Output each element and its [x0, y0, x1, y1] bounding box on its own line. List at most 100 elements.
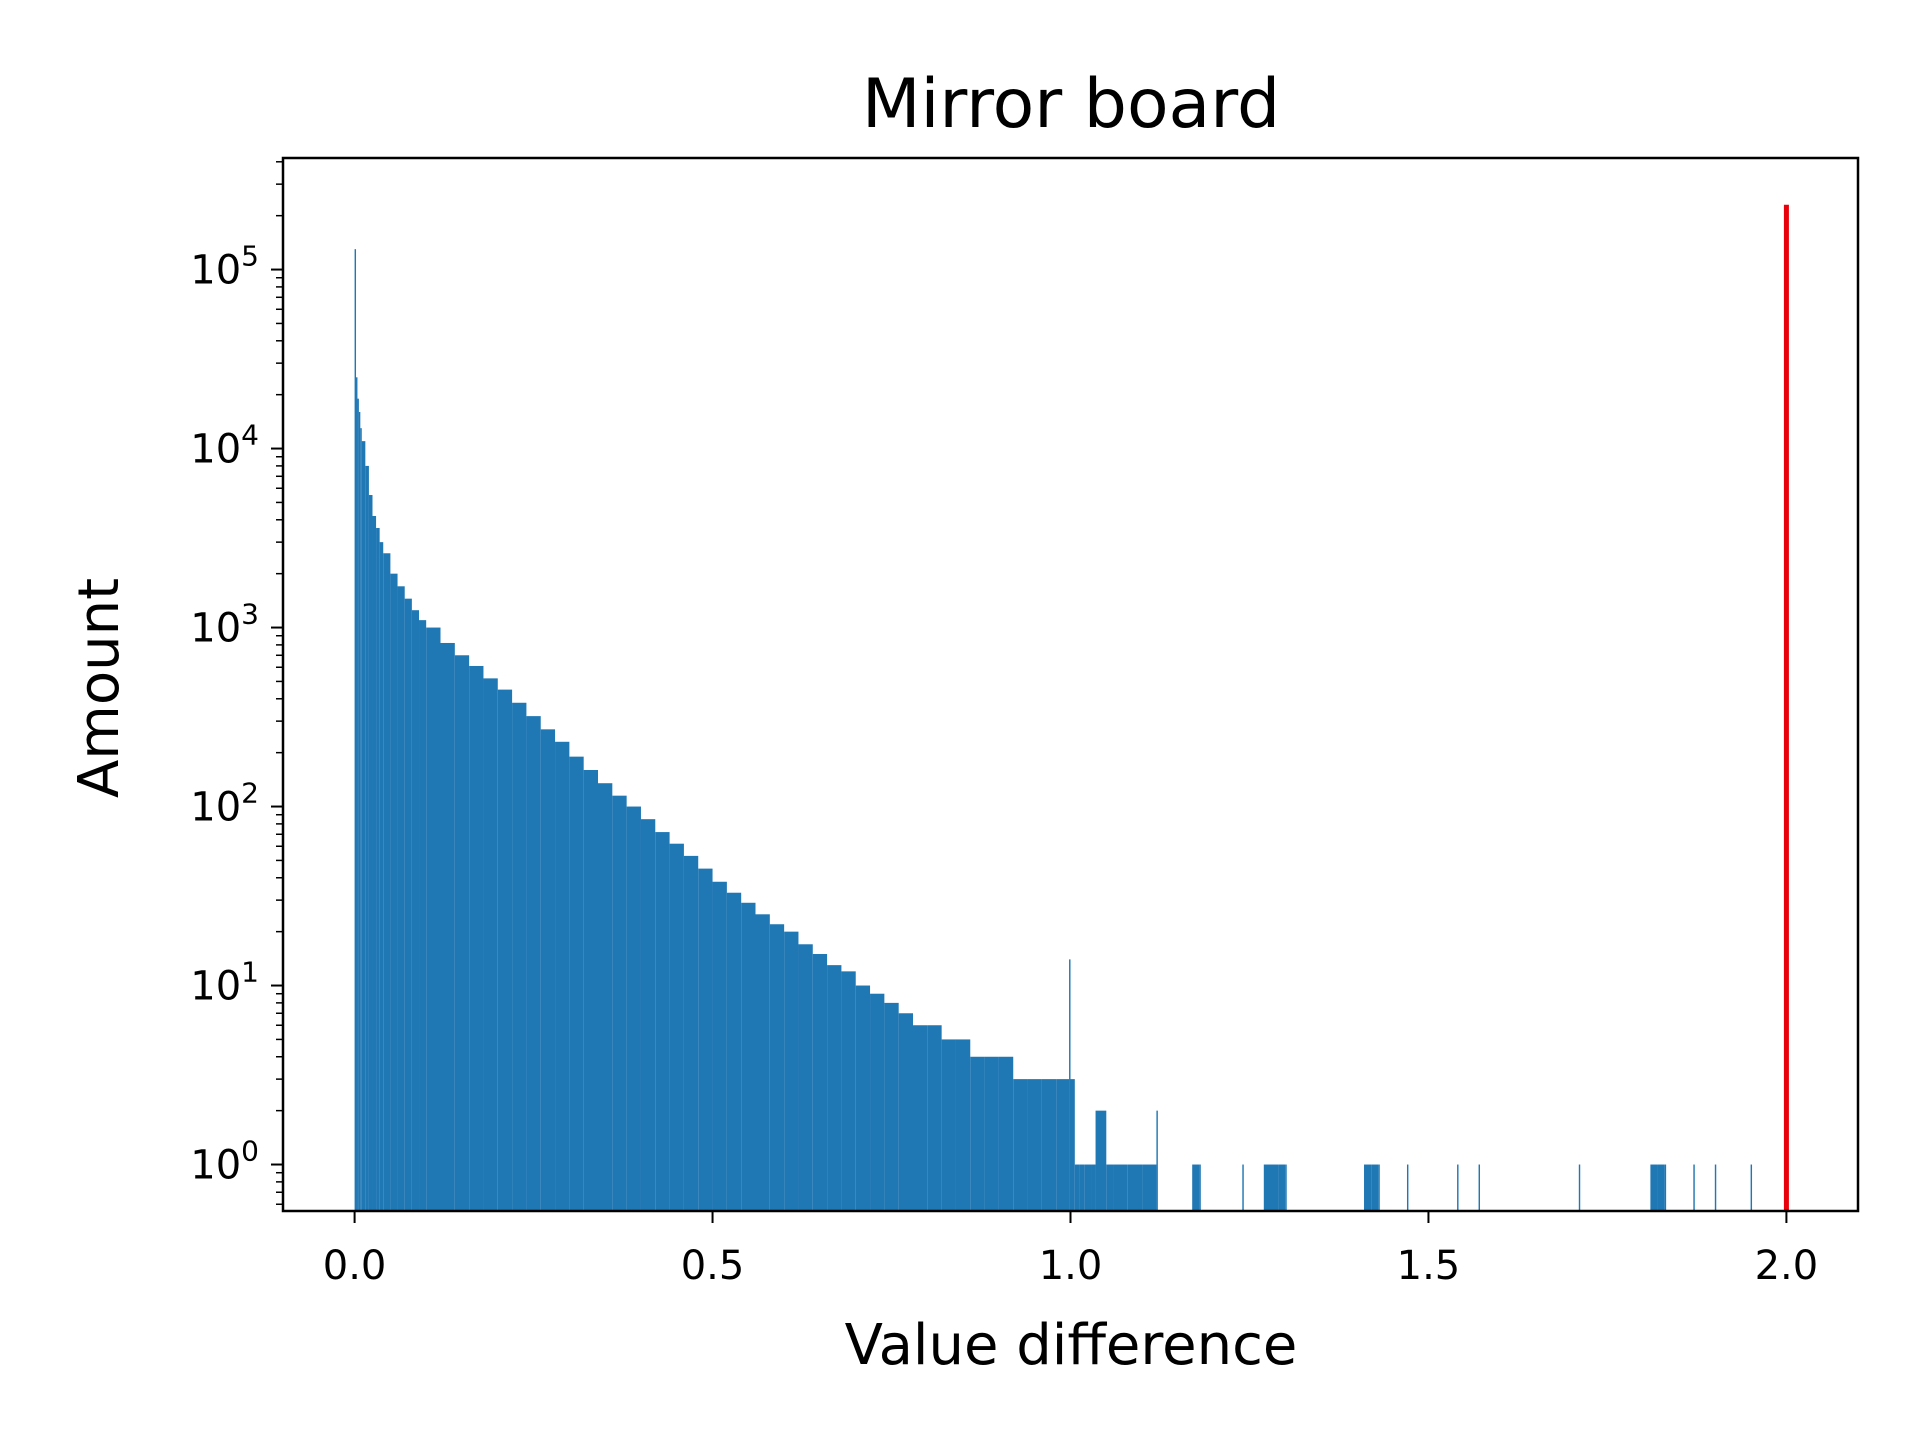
histogram-bar [870, 993, 885, 1211]
histogram-bar [397, 586, 405, 1211]
histogram-bar [368, 495, 373, 1211]
histogram-bar [955, 1039, 971, 1211]
histogram-bar [411, 610, 420, 1211]
histogram-bar [1156, 1110, 1158, 1211]
x-tick-label: 0.5 [681, 1243, 745, 1289]
histogram-bar [512, 702, 527, 1211]
histogram-bar [1069, 959, 1071, 1211]
histogram-bar [454, 655, 470, 1211]
histogram-bar [741, 902, 756, 1211]
histogram-bar [376, 527, 380, 1211]
y-tick-label: 104 [190, 419, 259, 473]
histogram-bar [669, 843, 684, 1211]
histogram-bar [1364, 1164, 1372, 1211]
histogram-bar [712, 881, 727, 1211]
histogram-bar [827, 965, 842, 1211]
histogram-bar [1693, 1164, 1695, 1211]
histogram-bar [1199, 1164, 1201, 1211]
histogram-bar [426, 627, 441, 1211]
histogram-bar [1084, 1164, 1092, 1211]
histogram-bar [626, 806, 641, 1211]
y-tick-label: 102 [190, 777, 259, 831]
histogram-bar [898, 1013, 913, 1211]
y-tick-label: 101 [190, 956, 259, 1010]
histogram-bar [970, 1056, 985, 1211]
histogram-bar [998, 1056, 1014, 1211]
histogram-bar [555, 741, 570, 1211]
histogram-bar [1106, 1164, 1114, 1211]
histogram-bar [1070, 1079, 1075, 1211]
histogram-bar [1074, 1164, 1080, 1211]
histogram-bar [1113, 1164, 1128, 1211]
histogram-bar [1378, 1164, 1380, 1211]
histogram-bar [1406, 1164, 1409, 1211]
histogram-bar [598, 783, 613, 1211]
histogram-bar [357, 398, 359, 1211]
histogram-bar [358, 412, 361, 1211]
histogram-bar [361, 441, 366, 1211]
histogram-bar [1263, 1164, 1279, 1211]
histogram-bar [655, 832, 670, 1211]
histogram-bar [1371, 1164, 1379, 1211]
y-tick-label: 105 [190, 240, 259, 294]
histogram-bar [1095, 1110, 1107, 1211]
histogram-bar [1457, 1164, 1459, 1211]
histogram-bar [404, 598, 412, 1211]
histogram-bars [354, 249, 1753, 1211]
x-tick-label: 0.0 [323, 1243, 387, 1289]
x-tick-label: 2.0 [1755, 1243, 1819, 1289]
histogram-bar [383, 553, 391, 1211]
histogram-bar [372, 515, 377, 1211]
histogram-bar [440, 642, 455, 1211]
histogram-bar [798, 944, 813, 1211]
histogram-bar [984, 1056, 999, 1211]
histogram-bar [583, 770, 598, 1211]
histogram-bar [1285, 1164, 1287, 1211]
histogram-bar [855, 985, 871, 1211]
histogram-bar [1278, 1164, 1286, 1211]
histogram-bar [769, 924, 785, 1211]
histogram-bar [390, 573, 398, 1211]
y-tick-label: 100 [190, 1135, 259, 1189]
histogram-bar [360, 428, 362, 1211]
histogram-bar [365, 465, 369, 1211]
histogram-bar [841, 971, 856, 1211]
histogram-bar [698, 868, 713, 1211]
histogram-bar [683, 855, 699, 1211]
x-tick-label: 1.0 [1039, 1243, 1103, 1289]
histogram-bar [354, 249, 357, 1211]
histogram-bar [1657, 1164, 1665, 1211]
histogram-bar [941, 1039, 956, 1211]
x-axis-label: Value difference [845, 1313, 1298, 1378]
histogram-bar [1578, 1164, 1581, 1211]
histogram-bar [784, 931, 799, 1211]
histogram-bar [1056, 1079, 1070, 1211]
histogram-bar [483, 678, 498, 1211]
histogram-bar [1013, 1079, 1028, 1211]
histogram-bar [640, 819, 656, 1211]
y-axis-label: Amount [67, 578, 132, 798]
histogram-bar [1041, 1079, 1057, 1211]
histogram-bar [755, 914, 770, 1211]
histogram-bar [419, 620, 427, 1211]
histogram-bar [469, 665, 484, 1211]
histogram-bar [379, 542, 384, 1211]
histogram-bar [1242, 1164, 1244, 1211]
chart-title: Mirror board [862, 65, 1280, 144]
histogram-bar [1142, 1164, 1157, 1211]
histogram-bar [913, 1025, 928, 1211]
histogram-bar [1478, 1164, 1480, 1211]
x-tick-label: 1.5 [1397, 1243, 1461, 1289]
histogram-bar [1079, 1164, 1085, 1211]
histogram-bar [540, 729, 556, 1211]
histogram-bar [812, 954, 828, 1211]
plot-area: 0.0 0.5 1.0 1.5 2.0 100 101 102 103 104 105 [190, 156, 1860, 1289]
histogram-bar [1192, 1164, 1200, 1211]
histogram-bar [1091, 1164, 1096, 1211]
histogram-bar [356, 377, 358, 1211]
histogram-bar [1664, 1164, 1667, 1211]
histogram-bar [927, 1025, 942, 1211]
y-tick-label: 103 [190, 598, 259, 652]
